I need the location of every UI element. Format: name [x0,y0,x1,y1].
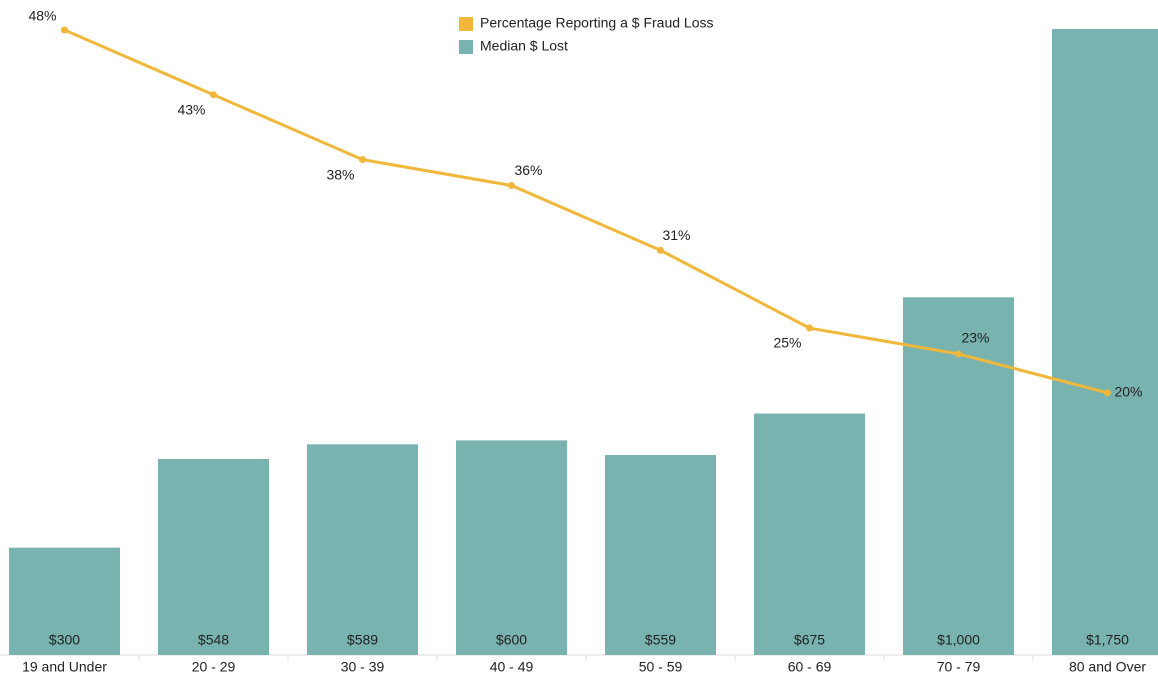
x-tick-label: 50 - 59 [639,659,683,675]
bar [9,547,120,655]
bar [605,455,716,655]
line-point [1104,389,1111,397]
line-point [955,350,962,358]
line-label: 31% [662,227,690,243]
bar-label: $548 [198,632,229,648]
bar [1052,29,1158,655]
line-point [210,91,217,99]
bar [456,440,567,655]
bar-label: $675 [794,632,825,648]
legend-swatch [459,17,473,31]
line-point [657,246,664,254]
legend-swatch [459,40,473,54]
line [63,28,1108,395]
bar-label: $300 [49,632,80,648]
x-tick-label: 20 - 29 [192,659,236,675]
bar [307,444,418,655]
bar-label: $559 [645,632,676,648]
line-label: 36% [514,162,542,178]
legend-label: Median $ Lost [480,38,568,54]
line-label: 25% [773,335,801,351]
x-tick-label: 30 - 39 [341,659,385,675]
line-label: 43% [177,101,205,117]
bar [158,458,269,655]
line-point [806,324,813,332]
bar-label: $1,000 [937,632,980,648]
legend-label: Percentage Reporting a $ Fraud Loss [480,15,713,31]
x-tick-label: 19 and Under [22,659,107,675]
x-tick-label: 60 - 69 [788,659,832,675]
x-tick-label: 40 - 49 [490,659,534,675]
line-point [61,26,68,34]
bar [754,413,865,655]
x-tick-label: 70 - 79 [937,659,981,675]
line-label: 48% [28,8,56,24]
line-label: 23% [961,330,989,346]
line-label: 38% [326,166,354,182]
line-point [508,182,515,189]
bar-label: $1,750 [1086,632,1129,648]
bar-label: $600 [496,632,527,648]
bar-label: $589 [347,632,378,648]
line-label: 20% [1114,384,1142,400]
line-point [359,156,366,164]
x-tick-label: 80 and Over [1069,659,1146,675]
